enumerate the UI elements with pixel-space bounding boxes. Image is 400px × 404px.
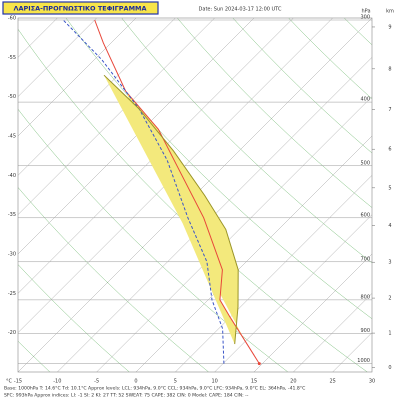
- x-tick-label: 25: [329, 379, 335, 385]
- y-tick-label: 900: [360, 328, 370, 334]
- x-tick-label: 30: [369, 379, 375, 385]
- y-tick-label: 800: [360, 294, 370, 300]
- y-tick-label: 300: [360, 15, 370, 21]
- x-tick-label: -15: [14, 379, 22, 385]
- x-tick-label: 0: [134, 379, 137, 385]
- x-tick-label: -50: [8, 94, 16, 100]
- date: Date: Sun 2024-03-17 12:00 UTC: [199, 7, 282, 13]
- height-tick-label: 8: [388, 66, 391, 72]
- x-tick-label: -20: [8, 330, 16, 336]
- x-tick-label: 20: [290, 379, 296, 385]
- footer-line: Base: 1000hPa T: 14.6°C Td: 10.1°C Appro…: [4, 386, 305, 392]
- height-tick-label: 7: [388, 107, 391, 113]
- height-tick-label: 3: [388, 260, 391, 266]
- surface-point: [258, 362, 261, 365]
- x-tick-label: -35: [8, 212, 16, 218]
- y-tick-label: 1000: [357, 358, 370, 364]
- y-tick-label: 700: [360, 256, 370, 262]
- chart-title: ΛΑΡΙΣΑ-ΠΡΟΓΝΩΣΤΙΚΟ ΤΕΦΙΓΡΑΜΜΑ: [13, 5, 146, 13]
- x-tick-label: -5: [94, 379, 99, 385]
- height-unit: km: [386, 9, 394, 15]
- y-tick-label: 600: [360, 212, 370, 218]
- y-tick-label: 500: [360, 160, 370, 166]
- height-tick-label: 1: [388, 331, 391, 337]
- x-tick-label: -55: [8, 55, 16, 61]
- x-tick-label: -30: [8, 252, 16, 258]
- height-tick-label: 2: [388, 296, 391, 302]
- x-tick-label: -40: [8, 173, 16, 179]
- height-tick-label: 0: [388, 365, 391, 371]
- x-unit: °C: [6, 379, 13, 385]
- height-tick-label: 6: [388, 147, 391, 153]
- height-tick-label: 5: [388, 185, 391, 191]
- x-tick-label: -60: [8, 16, 16, 22]
- height-tick-label: 4: [388, 223, 391, 229]
- x-tick-label: -10: [53, 379, 61, 385]
- x-tick-label: -25: [8, 291, 16, 297]
- x-tick-label: 10: [211, 379, 217, 385]
- x-tick-label: 5: [174, 379, 177, 385]
- footer-line: SFC: 993hPa Approx indices: LI: -1 SI: 2…: [4, 393, 249, 399]
- x-tick-label: -45: [8, 134, 16, 140]
- x-tick-label: 15: [251, 379, 257, 385]
- y-tick-label: 400: [360, 97, 370, 103]
- height-tick-label: 9: [388, 24, 391, 30]
